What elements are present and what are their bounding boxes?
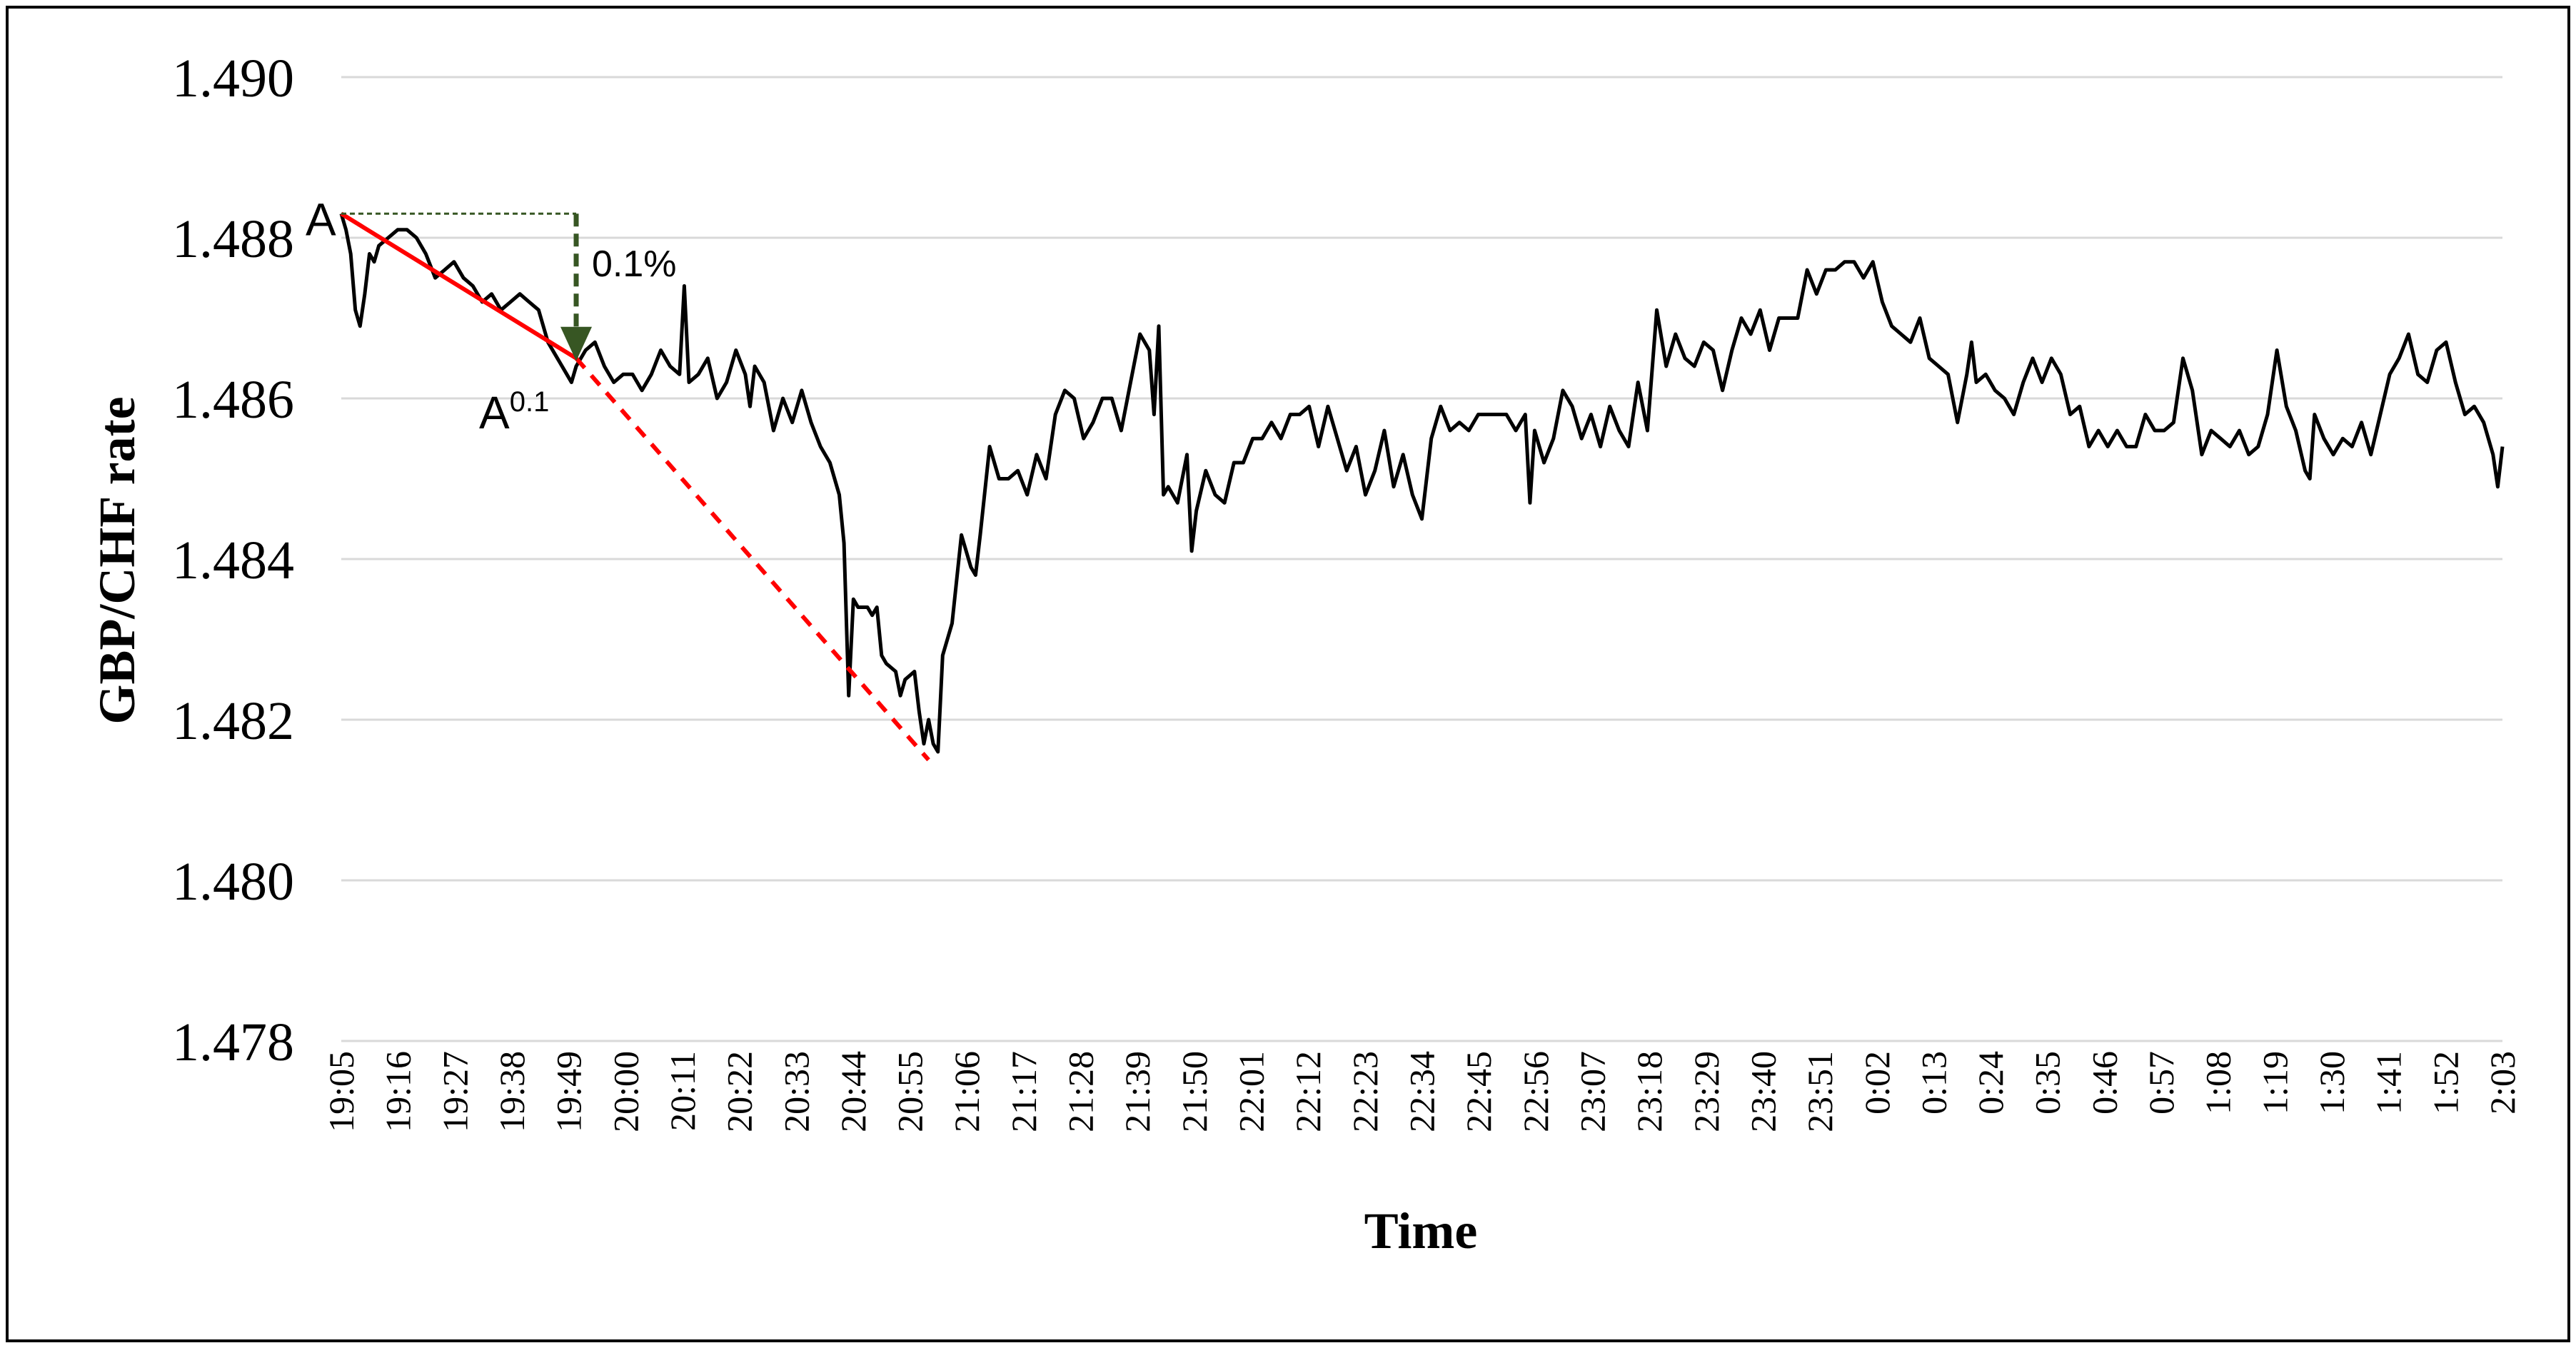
x-tick-label: 19:38 bbox=[492, 1051, 532, 1132]
x-tick-label: 23:07 bbox=[1572, 1051, 1612, 1132]
x-tick-label: 0:13 bbox=[1913, 1051, 1953, 1115]
x-tick-label: 23:40 bbox=[1743, 1051, 1783, 1132]
x-tick-label: 21:50 bbox=[1174, 1051, 1214, 1132]
x-tick-label: 23:51 bbox=[1800, 1051, 1840, 1132]
x-tick-label: 23:29 bbox=[1686, 1051, 1726, 1132]
x-tick-label: 22:34 bbox=[1402, 1051, 1442, 1132]
x-tick-label: 22:56 bbox=[1516, 1051, 1556, 1132]
x-tick-label: 20:44 bbox=[833, 1051, 873, 1132]
x-tick-label: 22:23 bbox=[1345, 1051, 1385, 1132]
x-tick-label: 22:12 bbox=[1288, 1051, 1328, 1132]
x-tick-label: 1:52 bbox=[2425, 1051, 2465, 1115]
x-tick-label: 0:46 bbox=[2084, 1051, 2124, 1115]
gridlines bbox=[341, 76, 2502, 1042]
x-axis-tick-labels: 19:05 19:16 19:27 19:38 19:49 20:00 20:11 20:22… bbox=[321, 1051, 2522, 1132]
x-tick-label: 20:33 bbox=[776, 1051, 816, 1132]
x-tick-label: 2:03 bbox=[2482, 1051, 2522, 1115]
x-tick-label: 19:16 bbox=[378, 1051, 418, 1132]
y-tick-label: 1.478 bbox=[172, 1012, 294, 1072]
x-tick-label: 1:41 bbox=[2369, 1051, 2409, 1115]
x-tick-label: 0:57 bbox=[2141, 1051, 2181, 1115]
x-tick-label: 19:27 bbox=[435, 1051, 475, 1132]
y-tick-label: 1.482 bbox=[172, 691, 294, 751]
x-tick-label: 22:01 bbox=[1232, 1051, 1272, 1132]
x-tick-label: 21:28 bbox=[1061, 1051, 1101, 1132]
drop-arrow-head bbox=[560, 326, 593, 361]
y-tick-label: 1.480 bbox=[172, 852, 294, 912]
x-tick-label: 19:05 bbox=[321, 1051, 361, 1132]
y-tick-label: 1.488 bbox=[172, 209, 294, 269]
x-tick-label: 20:55 bbox=[890, 1051, 930, 1132]
label-a01-superscript: 0.1 bbox=[510, 386, 550, 418]
y-tick-label: 1.490 bbox=[172, 49, 294, 109]
trend-layer bbox=[340, 211, 930, 762]
x-tick-label: 20:11 bbox=[663, 1051, 703, 1131]
trend-line bbox=[340, 211, 578, 361]
x-tick-label: 20:22 bbox=[720, 1051, 760, 1132]
x-tick-label: 0:24 bbox=[1971, 1051, 2011, 1115]
x-tick-label: 1:08 bbox=[2198, 1051, 2238, 1115]
x-tick-label: 23:18 bbox=[1629, 1051, 1669, 1132]
trend-line-extension bbox=[574, 356, 930, 762]
x-tick-label: 0:35 bbox=[2028, 1051, 2068, 1115]
series-line-0 bbox=[339, 213, 2505, 754]
series-layer bbox=[339, 213, 2505, 754]
chart-border bbox=[6, 6, 2570, 1342]
y-tick-label: 1.486 bbox=[172, 370, 294, 430]
label-a: A bbox=[306, 193, 336, 245]
x-tick-label: 21:06 bbox=[947, 1051, 987, 1132]
x-tick-label: 1:19 bbox=[2255, 1051, 2295, 1115]
x-tick-label: 21:17 bbox=[1004, 1051, 1044, 1132]
x-tick-label: 19:49 bbox=[549, 1051, 589, 1132]
x-tick-label: 20:00 bbox=[605, 1051, 645, 1132]
y-tick-label: 1.484 bbox=[172, 530, 294, 590]
y-axis-title: GBP/CHF rate bbox=[89, 396, 146, 724]
label-drop-percent: 0.1% bbox=[592, 243, 677, 285]
x-tick-label: 1:30 bbox=[2312, 1051, 2352, 1115]
x-tick-label: 0:02 bbox=[1857, 1051, 1897, 1115]
x-axis-title: Time bbox=[1364, 1202, 1478, 1259]
x-tick-label: 22:45 bbox=[1459, 1051, 1499, 1132]
x-tick-label: 21:39 bbox=[1117, 1051, 1157, 1132]
y-axis-tick-labels: 1.490 1.488 1.486 1.484 1.482 1.480 1.478 bbox=[172, 49, 294, 1072]
